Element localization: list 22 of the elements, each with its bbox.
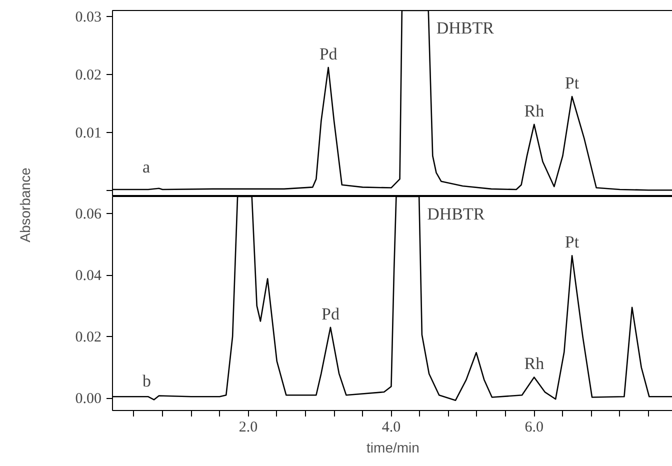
annotation: Pt	[564, 74, 580, 93]
annotation: b	[142, 372, 151, 390]
y-tick-label: 0.03	[75, 9, 102, 26]
y-tick-label: 0.01	[75, 126, 102, 142]
annotation: Pd	[321, 304, 340, 324]
annotation: DHBTR	[427, 204, 486, 224]
y-tick-label: 0.00	[75, 391, 102, 408]
annotation: Rh	[524, 101, 545, 120]
annotation: a	[142, 158, 150, 176]
annotation: Rh	[524, 354, 545, 374]
y-tick-label: 0.02	[75, 67, 102, 84]
x-tick-label: 6.0	[524, 420, 544, 436]
y-tick-label: 0.02	[75, 330, 102, 346]
annotation: Pt	[564, 232, 580, 252]
annotation: DHBTR	[436, 18, 495, 38]
x-tick-label: 4.0	[382, 420, 401, 436]
y-tick-label: 0.06	[75, 206, 102, 222]
x-axis-title: time/min	[366, 440, 420, 456]
y-axis-title: Absorbance	[16, 166, 34, 244]
annotation: Pd	[319, 44, 338, 64]
y-tick-label: 0.04	[75, 268, 102, 284]
x-tick-label: 2.0	[238, 420, 258, 436]
